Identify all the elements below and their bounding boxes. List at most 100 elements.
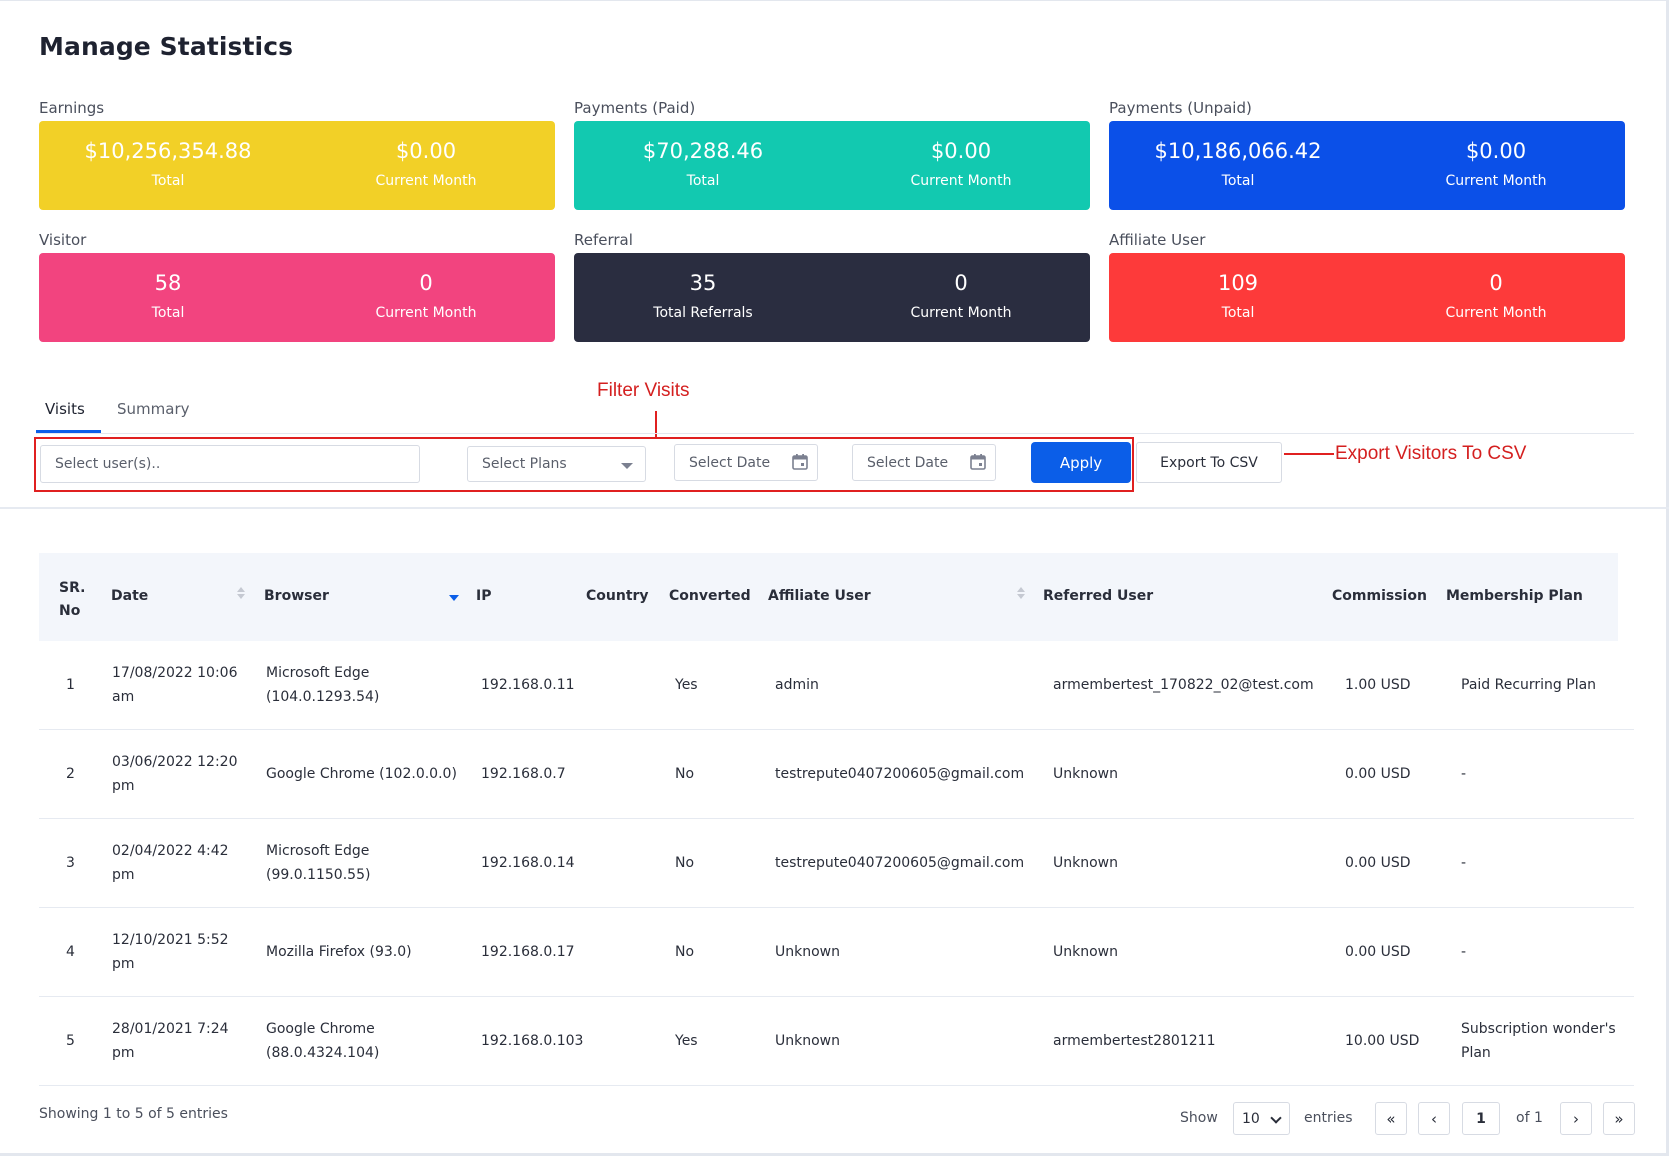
cell-browser: Microsoft Edge (104.0.1293.54) xyxy=(266,665,380,705)
header-referred-user[interactable]: Referred User xyxy=(1043,588,1154,604)
stat-label-referral: Referral xyxy=(574,231,633,249)
header-date[interactable]: Date xyxy=(111,588,149,604)
cell-commission: 0.00 USD xyxy=(1345,944,1411,960)
cell-date: 17/08/2022 10:06 am xyxy=(112,665,238,705)
stat-total-caption: Total xyxy=(686,173,720,189)
calendar-icon[interactable] xyxy=(969,453,987,471)
header-affiliate-user[interactable]: Affiliate User xyxy=(768,588,871,604)
stat-total-value: 109 xyxy=(1217,271,1259,295)
tab-summary[interactable]: Summary xyxy=(117,400,190,418)
frame-border-right xyxy=(1666,0,1669,1156)
cell-browser: Google Chrome (88.0.4324.104) xyxy=(266,1021,380,1061)
header-membership-plan[interactable]: Membership Plan xyxy=(1446,588,1583,604)
cell-ip: 192.168.0.17 xyxy=(481,944,575,960)
cell-referred-user: Unknown xyxy=(1053,766,1118,782)
cell-sr: 2 xyxy=(66,766,75,782)
last-page-button[interactable]: » xyxy=(1603,1102,1635,1135)
first-page-button[interactable]: « xyxy=(1375,1102,1407,1135)
page-size-value: 10 xyxy=(1242,1110,1260,1127)
cell-referred-user: armembertest2801211 xyxy=(1053,1033,1216,1049)
cell-membership-plan: - xyxy=(1461,944,1467,960)
stat-card-payments-paid: $70,288.46 Total $0.00 Current Month xyxy=(574,121,1090,210)
table-row: 4 12/10/2021 5:52 pm Mozilla Firefox (93… xyxy=(39,908,1634,997)
annotation-export-connector xyxy=(1284,453,1334,455)
next-page-button[interactable]: › xyxy=(1560,1102,1592,1135)
cell-commission: 0.00 USD xyxy=(1345,766,1411,782)
stat-current-value: 0 xyxy=(419,271,433,295)
stat-card-affiliate-user: 109 Total 0 Current Month xyxy=(1109,253,1625,342)
annotation-filter-visits: Filter Visits xyxy=(597,380,690,401)
header-commission[interactable]: Commission xyxy=(1332,588,1427,604)
cell-membership-plan: Paid Recurring Plan xyxy=(1461,677,1597,693)
date-from-placeholder: Select Date xyxy=(689,454,771,471)
header-sr-no[interactable]: SR. No xyxy=(59,577,85,623)
tab-visits[interactable]: Visits xyxy=(45,400,85,418)
table-info: Showing 1 to 5 of 5 entries xyxy=(39,1106,228,1122)
cell-membership-plan: - xyxy=(1461,766,1467,782)
cell-converted: Yes xyxy=(675,1033,698,1049)
tab-active-indicator xyxy=(36,430,101,433)
tab-bar: Visits Summary xyxy=(36,394,1634,434)
cell-date: 03/06/2022 12:20 pm xyxy=(112,754,238,794)
stat-card-payments-unpaid: $10,186,066.42 Total $0.00 Current Month xyxy=(1109,121,1625,210)
stat-label-affiliate-user: Affiliate User xyxy=(1109,231,1206,249)
plans-select-placeholder: Select Plans xyxy=(482,456,567,472)
calendar-icon[interactable] xyxy=(791,453,809,471)
date-to-placeholder: Select Date xyxy=(867,454,949,471)
sort-desc-icon[interactable] xyxy=(449,595,459,601)
stat-current-caption: Current Month xyxy=(375,305,477,321)
table-row: 1 17/08/2022 10:06 am Microsoft Edge (10… xyxy=(39,641,1634,730)
frame-border-bottom xyxy=(0,1153,1669,1156)
stat-label-payments-unpaid: Payments (Unpaid) xyxy=(1109,99,1252,117)
date-from-input[interactable]: Select Date xyxy=(674,444,818,481)
sort-icon[interactable] xyxy=(237,587,245,599)
frame-border-top xyxy=(0,0,1669,1)
page-size-select[interactable]: 10 xyxy=(1233,1102,1290,1135)
header-converted[interactable]: Converted xyxy=(669,588,751,604)
cell-date: 12/10/2021 5:52 pm xyxy=(112,932,229,972)
plans-select[interactable]: Select Plans xyxy=(467,446,646,482)
stat-current-caption: Current Month xyxy=(1445,173,1547,189)
date-to-input[interactable]: Select Date xyxy=(852,444,996,481)
stat-label-payments-paid: Payments (Paid) xyxy=(574,99,696,117)
annotation-filter-box xyxy=(34,437,1134,492)
stat-card-referral: 35 Total Referrals 0 Current Month xyxy=(574,253,1090,342)
header-country[interactable]: Country xyxy=(586,588,649,604)
export-csv-button[interactable]: Export To CSV xyxy=(1136,442,1282,483)
cell-ip: 192.168.0.14 xyxy=(481,855,575,871)
cell-sr: 4 xyxy=(66,944,75,960)
cell-converted: No xyxy=(675,855,695,871)
cell-browser: Mozilla Firefox (93.0) xyxy=(266,944,412,960)
stat-current-caption: Current Month xyxy=(910,173,1012,189)
cell-browser: Google Chrome (102.0.0.0) xyxy=(266,766,457,782)
page-title: Manage Statistics xyxy=(39,32,294,61)
stat-card-earnings: $10,256,354.88 Total $0.00 Current Month xyxy=(39,121,555,210)
header-browser[interactable]: Browser xyxy=(264,588,329,604)
sort-icon[interactable] xyxy=(1017,587,1025,599)
cell-affiliate-user: testrepute0407200605@gmail.com xyxy=(775,855,1025,871)
stat-total-caption: Total xyxy=(151,173,185,189)
cell-commission: 1.00 USD xyxy=(1345,677,1411,693)
apply-button[interactable]: Apply xyxy=(1031,442,1131,483)
cell-converted: No xyxy=(675,944,695,960)
stat-total-value: 35 xyxy=(689,271,717,295)
users-select-input[interactable]: Select user(s).. xyxy=(40,445,420,483)
prev-page-button[interactable]: ‹ xyxy=(1418,1102,1450,1135)
cell-sr: 5 xyxy=(66,1033,75,1049)
header-sr-line2: No xyxy=(59,603,81,619)
page-count-label: of 1 xyxy=(1516,1110,1543,1126)
current-page-input[interactable]: 1 xyxy=(1462,1102,1500,1135)
stat-total-caption: Total Referrals xyxy=(653,305,753,321)
table-header: SR. No Date Browser IP Country Converted… xyxy=(39,553,1618,641)
cell-affiliate-user: Unknown xyxy=(775,1033,840,1049)
chevron-down-icon xyxy=(1270,1112,1282,1124)
cell-date: 28/01/2021 7:24 pm xyxy=(112,1021,229,1061)
stat-current-value: 0 xyxy=(954,271,968,295)
cell-referred-user: armembertest_170822_02@test.com xyxy=(1053,677,1314,693)
cell-ip: 192.168.0.11 xyxy=(481,677,575,693)
cell-membership-plan: Subscription wonder's Plan xyxy=(1461,1021,1616,1061)
cell-sr: 3 xyxy=(66,855,75,871)
table-row: 3 02/04/2022 4:42 pm Microsoft Edge (99.… xyxy=(39,819,1634,908)
header-sr-line1: SR. xyxy=(59,580,86,596)
header-ip[interactable]: IP xyxy=(476,588,492,604)
